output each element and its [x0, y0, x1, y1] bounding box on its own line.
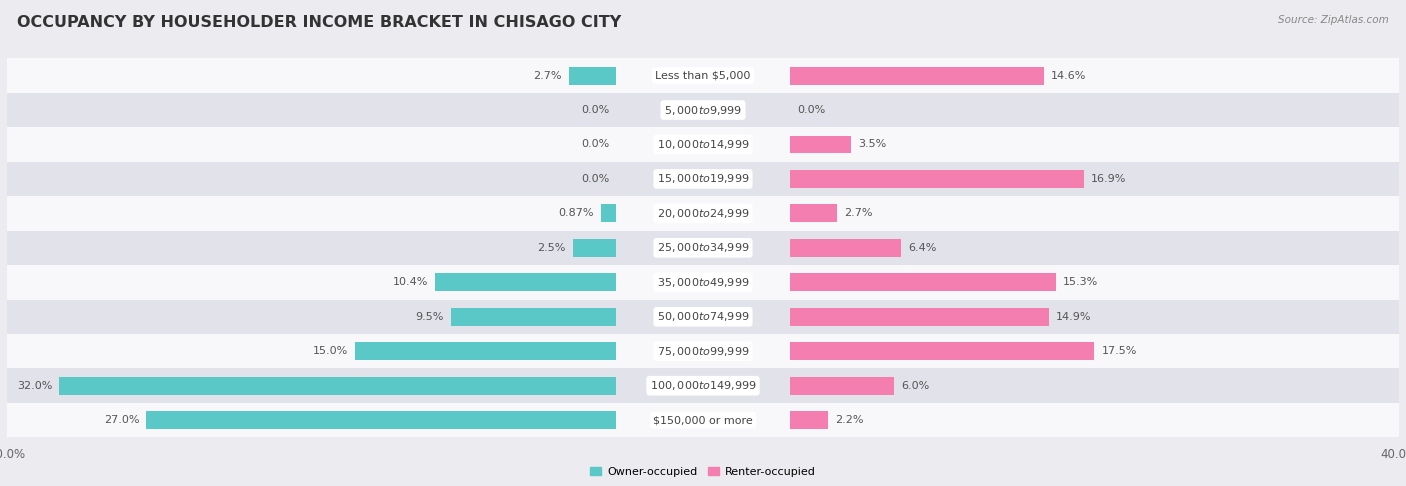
Bar [7, 58, 1399, 93]
Text: $5,000 to $9,999: $5,000 to $9,999 [664, 104, 742, 117]
Bar [7, 299, 1399, 334]
Text: 15.3%: 15.3% [1063, 278, 1098, 287]
Text: 10.4%: 10.4% [392, 278, 427, 287]
Text: 6.0%: 6.0% [901, 381, 929, 391]
Bar [146, 411, 616, 429]
Bar [600, 205, 616, 223]
Text: 16.9%: 16.9% [1091, 174, 1126, 184]
Bar [790, 170, 1084, 188]
Bar [7, 162, 1399, 196]
Text: 0.0%: 0.0% [581, 139, 609, 150]
Text: 2.7%: 2.7% [844, 208, 873, 218]
Bar [7, 265, 1399, 299]
Text: 0.87%: 0.87% [558, 208, 593, 218]
Bar [790, 273, 1056, 291]
Bar [7, 196, 1399, 231]
Bar [790, 377, 894, 395]
Text: 17.5%: 17.5% [1101, 346, 1137, 356]
Text: 0.0%: 0.0% [797, 105, 825, 115]
Text: 9.5%: 9.5% [415, 312, 444, 322]
Text: $75,000 to $99,999: $75,000 to $99,999 [657, 345, 749, 358]
Bar [7, 334, 1399, 368]
Text: $25,000 to $34,999: $25,000 to $34,999 [657, 242, 749, 254]
Text: Less than $5,000: Less than $5,000 [655, 70, 751, 81]
Text: OCCUPANCY BY HOUSEHOLDER INCOME BRACKET IN CHISAGO CITY: OCCUPANCY BY HOUSEHOLDER INCOME BRACKET … [17, 15, 621, 30]
Text: Source: ZipAtlas.com: Source: ZipAtlas.com [1278, 15, 1389, 25]
Text: $150,000 or more: $150,000 or more [654, 415, 752, 425]
Bar [790, 205, 837, 223]
Bar [790, 239, 901, 257]
Bar [569, 67, 616, 85]
Text: 14.6%: 14.6% [1052, 70, 1087, 81]
Text: 3.5%: 3.5% [858, 139, 886, 150]
Text: 2.2%: 2.2% [835, 415, 863, 425]
Bar [7, 93, 1399, 127]
Bar [434, 273, 616, 291]
Bar [790, 136, 851, 154]
Bar [7, 368, 1399, 403]
Text: 2.5%: 2.5% [537, 243, 565, 253]
Text: $100,000 to $149,999: $100,000 to $149,999 [650, 379, 756, 392]
Text: 32.0%: 32.0% [17, 381, 52, 391]
Bar [59, 377, 616, 395]
Bar [790, 342, 1094, 360]
Bar [354, 342, 616, 360]
Text: $20,000 to $24,999: $20,000 to $24,999 [657, 207, 749, 220]
Text: 2.7%: 2.7% [533, 70, 562, 81]
Bar [790, 411, 828, 429]
Bar [790, 67, 1045, 85]
Text: $15,000 to $19,999: $15,000 to $19,999 [657, 173, 749, 186]
Bar [790, 308, 1049, 326]
Text: 0.0%: 0.0% [581, 105, 609, 115]
Text: 14.9%: 14.9% [1056, 312, 1091, 322]
Text: 6.4%: 6.4% [908, 243, 936, 253]
Bar [572, 239, 616, 257]
Legend: Owner-occupied, Renter-occupied: Owner-occupied, Renter-occupied [586, 462, 820, 481]
Bar [7, 231, 1399, 265]
Bar [7, 403, 1399, 437]
Text: $50,000 to $74,999: $50,000 to $74,999 [657, 310, 749, 323]
Text: 15.0%: 15.0% [312, 346, 349, 356]
Text: $35,000 to $49,999: $35,000 to $49,999 [657, 276, 749, 289]
Bar [451, 308, 616, 326]
Bar [7, 127, 1399, 162]
Text: 0.0%: 0.0% [581, 174, 609, 184]
Text: 27.0%: 27.0% [104, 415, 139, 425]
Text: $10,000 to $14,999: $10,000 to $14,999 [657, 138, 749, 151]
